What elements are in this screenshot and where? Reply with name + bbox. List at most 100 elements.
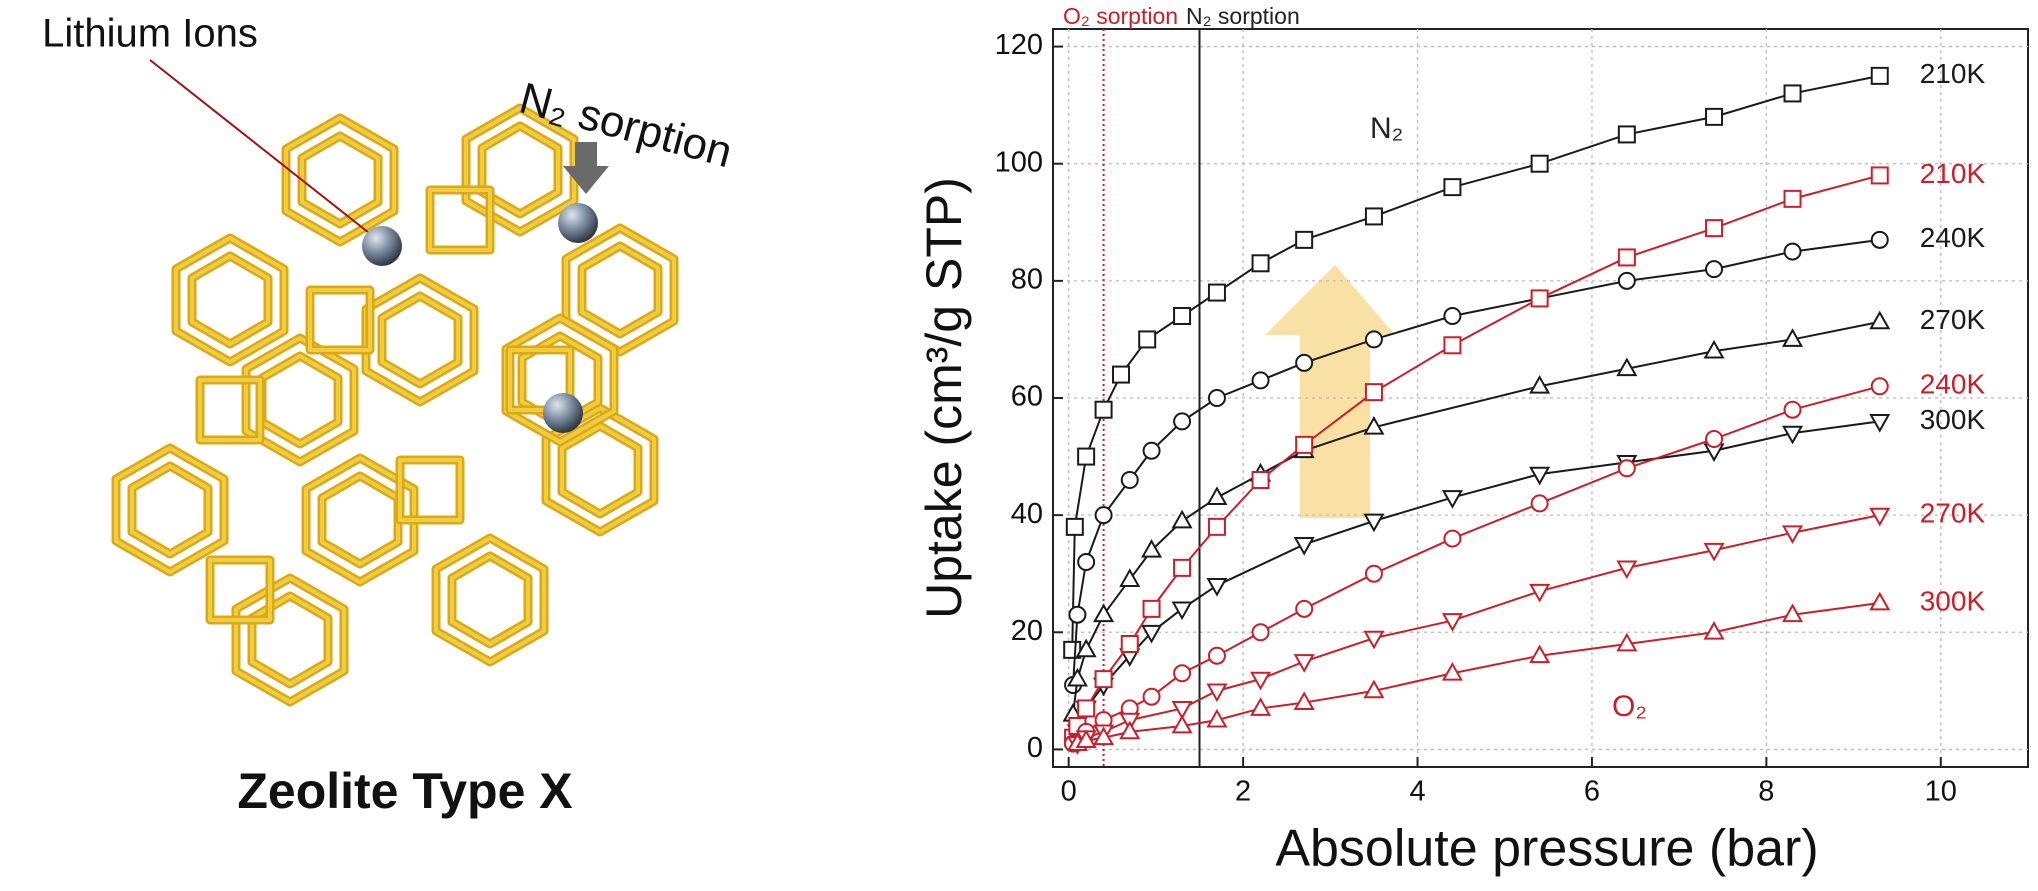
marker (1171, 714, 1193, 734)
y-axis-label: Uptake (cm³/g STP) (916, 177, 972, 619)
marker (1112, 365, 1131, 384)
marker (1363, 416, 1385, 435)
marker (1206, 486, 1228, 505)
marker (1363, 513, 1385, 533)
trend-arrow (1265, 265, 1395, 518)
series-label: 240K (1920, 222, 1986, 253)
marker (1207, 517, 1226, 536)
marker (1616, 560, 1638, 580)
marker (1075, 638, 1097, 658)
y-tick-label: 60 (1011, 381, 1043, 413)
marker (1142, 687, 1161, 706)
x-tick-label: 8 (1758, 776, 1774, 808)
x-tick-label: 6 (1584, 776, 1600, 808)
marker (1782, 525, 1804, 544)
y-tick-label: 0 (1027, 732, 1043, 764)
marker (1364, 207, 1383, 226)
series-line (1076, 420, 1880, 733)
x-tick-label: 4 (1409, 776, 1425, 808)
y-tick-label: 100 (995, 146, 1043, 178)
marker (1138, 330, 1157, 349)
marker (1171, 601, 1193, 621)
marker (1443, 529, 1462, 548)
marker (1869, 310, 1891, 330)
marker (1119, 568, 1141, 587)
marker (1705, 107, 1724, 126)
marker (1251, 623, 1270, 642)
marker (1142, 441, 1161, 460)
marker (1141, 624, 1163, 644)
marker (1066, 667, 1088, 687)
marker (1443, 178, 1462, 197)
marker (1530, 289, 1549, 308)
series-line (1072, 238, 1880, 686)
marker (1870, 230, 1889, 249)
series-label: 210K (1920, 58, 1986, 89)
marker (1617, 271, 1636, 290)
marker (1295, 353, 1314, 372)
marker (1094, 400, 1113, 419)
marker (1705, 219, 1724, 238)
y-tick-label: 20 (1011, 615, 1043, 647)
marker (1783, 400, 1802, 419)
marker (1207, 646, 1226, 665)
marker (1068, 605, 1087, 624)
marker (1075, 729, 1097, 749)
ion-label: Lithium Ions (42, 12, 258, 56)
marker (1077, 699, 1096, 718)
marker (1869, 414, 1891, 433)
series-line (1071, 74, 1880, 650)
zeolite-illustration (116, 59, 674, 702)
marker (1293, 654, 1315, 673)
marker (1782, 425, 1804, 445)
sorption-label: N₂ sorption (514, 74, 737, 178)
reference-label: O₂ sorption (1063, 3, 1178, 29)
marker (1783, 242, 1802, 261)
series-label: 270K (1920, 498, 1986, 529)
marker (1093, 726, 1115, 746)
marker (1782, 328, 1804, 347)
y-tick-label: 80 (1011, 264, 1043, 296)
x-tick-label: 0 (1061, 776, 1077, 808)
marker (1295, 435, 1314, 454)
series-line (1072, 385, 1881, 745)
marker (1530, 154, 1549, 173)
marker (1173, 558, 1192, 577)
marker (1617, 248, 1636, 267)
marker (1363, 630, 1385, 650)
marker (1703, 339, 1725, 359)
marker (1206, 578, 1228, 597)
marker (1250, 671, 1272, 691)
marker (1617, 459, 1636, 478)
series-label: 240K (1920, 369, 1986, 400)
marker (1206, 708, 1228, 728)
marker (1094, 670, 1113, 689)
marker (1173, 664, 1192, 683)
marker (1077, 553, 1096, 571)
marker (1869, 591, 1891, 611)
figure-label: Zeolite Type X (237, 763, 572, 819)
marker (1703, 542, 1725, 562)
series-line (1077, 602, 1880, 745)
marker (1869, 507, 1891, 527)
marker (1364, 330, 1383, 349)
marker (1441, 613, 1463, 632)
marker (1141, 539, 1163, 558)
marker (1529, 583, 1551, 603)
marker (1529, 466, 1551, 486)
marker (1293, 691, 1315, 710)
marker (1093, 603, 1115, 623)
marker (1207, 283, 1226, 302)
marker (1870, 166, 1889, 185)
marker (1529, 644, 1551, 664)
marker (1703, 621, 1725, 640)
x-tick-label: 2 (1235, 776, 1251, 808)
marker (1206, 683, 1228, 703)
marker (1207, 389, 1226, 407)
marker (1120, 635, 1139, 653)
annotation: N₂ (1370, 112, 1403, 145)
series-label: 270K (1920, 304, 1986, 335)
marker (1173, 412, 1192, 431)
marker (1120, 471, 1139, 489)
